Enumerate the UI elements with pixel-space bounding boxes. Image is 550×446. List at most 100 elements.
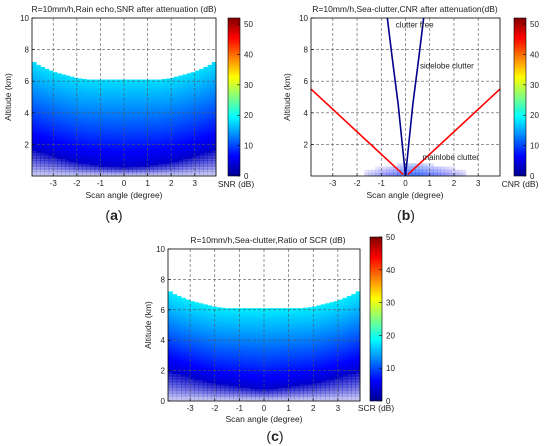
heat-cell bbox=[65, 119, 71, 122]
heat-cell bbox=[207, 164, 213, 167]
heat-cell bbox=[86, 114, 91, 117]
heat-cell bbox=[149, 168, 154, 171]
heat-cell bbox=[246, 366, 252, 368]
heat-cell bbox=[168, 376, 173, 379]
heat-cell bbox=[195, 95, 200, 98]
heat-cell bbox=[250, 372, 256, 375]
heat-cell bbox=[124, 93, 129, 96]
heat-cell bbox=[233, 355, 239, 358]
heat-cell bbox=[57, 98, 62, 101]
heat-cell bbox=[178, 75, 183, 77]
heat-cell bbox=[57, 122, 62, 125]
heat-cell bbox=[172, 332, 178, 335]
heat-cell bbox=[176, 325, 182, 327]
heat-cell bbox=[216, 315, 221, 318]
heat-cell bbox=[259, 317, 265, 320]
heat-cell bbox=[190, 106, 196, 109]
heat-cell bbox=[233, 361, 239, 364]
heat-cell bbox=[189, 393, 195, 396]
heat-cell bbox=[220, 338, 226, 341]
heat-cell bbox=[246, 328, 252, 330]
heat-cell bbox=[61, 169, 66, 172]
heat-cell bbox=[281, 397, 287, 400]
heat-cell bbox=[233, 346, 239, 349]
heat-cell bbox=[48, 79, 54, 82]
heat-cell bbox=[186, 74, 192, 77]
heat-cell bbox=[111, 133, 117, 136]
heat-cell bbox=[185, 364, 191, 367]
x-tick-label: -2 bbox=[353, 179, 361, 188]
heat-cell bbox=[207, 115, 213, 118]
heat-cell bbox=[165, 127, 171, 129]
heat-cell bbox=[224, 382, 230, 385]
heat-cell bbox=[103, 158, 108, 161]
heat-cell bbox=[57, 90, 62, 93]
heat-cell bbox=[277, 394, 282, 397]
heat-cell bbox=[103, 98, 108, 101]
heat-cell bbox=[202, 350, 208, 353]
heat-cell bbox=[44, 128, 50, 131]
heat-cell bbox=[48, 100, 54, 103]
heat-cell bbox=[107, 157, 112, 160]
heat-cell bbox=[194, 346, 199, 349]
heat-cell bbox=[285, 373, 291, 376]
heat-cell bbox=[207, 353, 213, 356]
heat-cell bbox=[161, 115, 167, 118]
heat-cell bbox=[272, 317, 278, 320]
heat-cell bbox=[69, 133, 75, 136]
heat-cell bbox=[52, 73, 58, 76]
heat-cell bbox=[86, 149, 91, 152]
heat-cell bbox=[78, 115, 83, 118]
mainlobe-cell bbox=[386, 172, 391, 177]
heat-cell bbox=[73, 161, 79, 164]
y-tick-label: 2 bbox=[304, 140, 309, 149]
heat-cell bbox=[290, 385, 295, 388]
heat-cell bbox=[285, 349, 291, 352]
heat-cell bbox=[149, 128, 154, 131]
heat-cell bbox=[82, 150, 87, 153]
heat-cell bbox=[186, 130, 192, 133]
heat-cell bbox=[115, 160, 121, 163]
heat-cell bbox=[153, 92, 158, 95]
heat-cell bbox=[119, 171, 125, 174]
heat-cell bbox=[48, 106, 54, 109]
heat-cell bbox=[168, 369, 173, 371]
heat-cell bbox=[40, 70, 45, 73]
heat-cell bbox=[224, 359, 230, 362]
heat-cell bbox=[246, 376, 252, 379]
mainlobe-cell bbox=[429, 172, 434, 177]
heat-cell bbox=[65, 101, 71, 104]
heat-cell bbox=[250, 317, 256, 320]
heat-cell bbox=[44, 82, 50, 85]
heat-cell bbox=[168, 293, 173, 295]
heat-cell bbox=[69, 114, 75, 117]
heat-cell bbox=[233, 353, 239, 356]
heat-cell bbox=[128, 100, 133, 103]
heat-cell bbox=[103, 147, 108, 150]
heat-cell bbox=[103, 120, 108, 123]
heat-cell bbox=[144, 100, 150, 103]
heat-cell bbox=[57, 163, 62, 166]
heat-cell bbox=[32, 74, 37, 77]
heat-cell bbox=[69, 112, 75, 115]
heat-cell bbox=[199, 128, 204, 131]
heat-cell bbox=[57, 119, 62, 122]
heat-cell bbox=[48, 101, 54, 104]
heat-cell bbox=[176, 315, 182, 318]
heat-cell bbox=[203, 160, 209, 163]
heat-cell bbox=[57, 136, 62, 139]
heat-cell bbox=[211, 145, 217, 148]
heat-cell bbox=[78, 163, 83, 166]
heat-cell bbox=[44, 123, 50, 126]
heat-cell bbox=[94, 101, 100, 104]
heat-cell bbox=[149, 153, 154, 156]
heat-cell bbox=[199, 95, 204, 98]
heat-cell bbox=[237, 350, 243, 353]
heat-cell bbox=[36, 141, 41, 144]
heat-cell bbox=[176, 385, 182, 388]
heat-cell bbox=[294, 352, 300, 355]
heat-cell bbox=[259, 356, 265, 359]
heat-cell bbox=[157, 117, 163, 120]
heat-cell bbox=[36, 90, 41, 93]
heat-cell bbox=[194, 320, 199, 323]
